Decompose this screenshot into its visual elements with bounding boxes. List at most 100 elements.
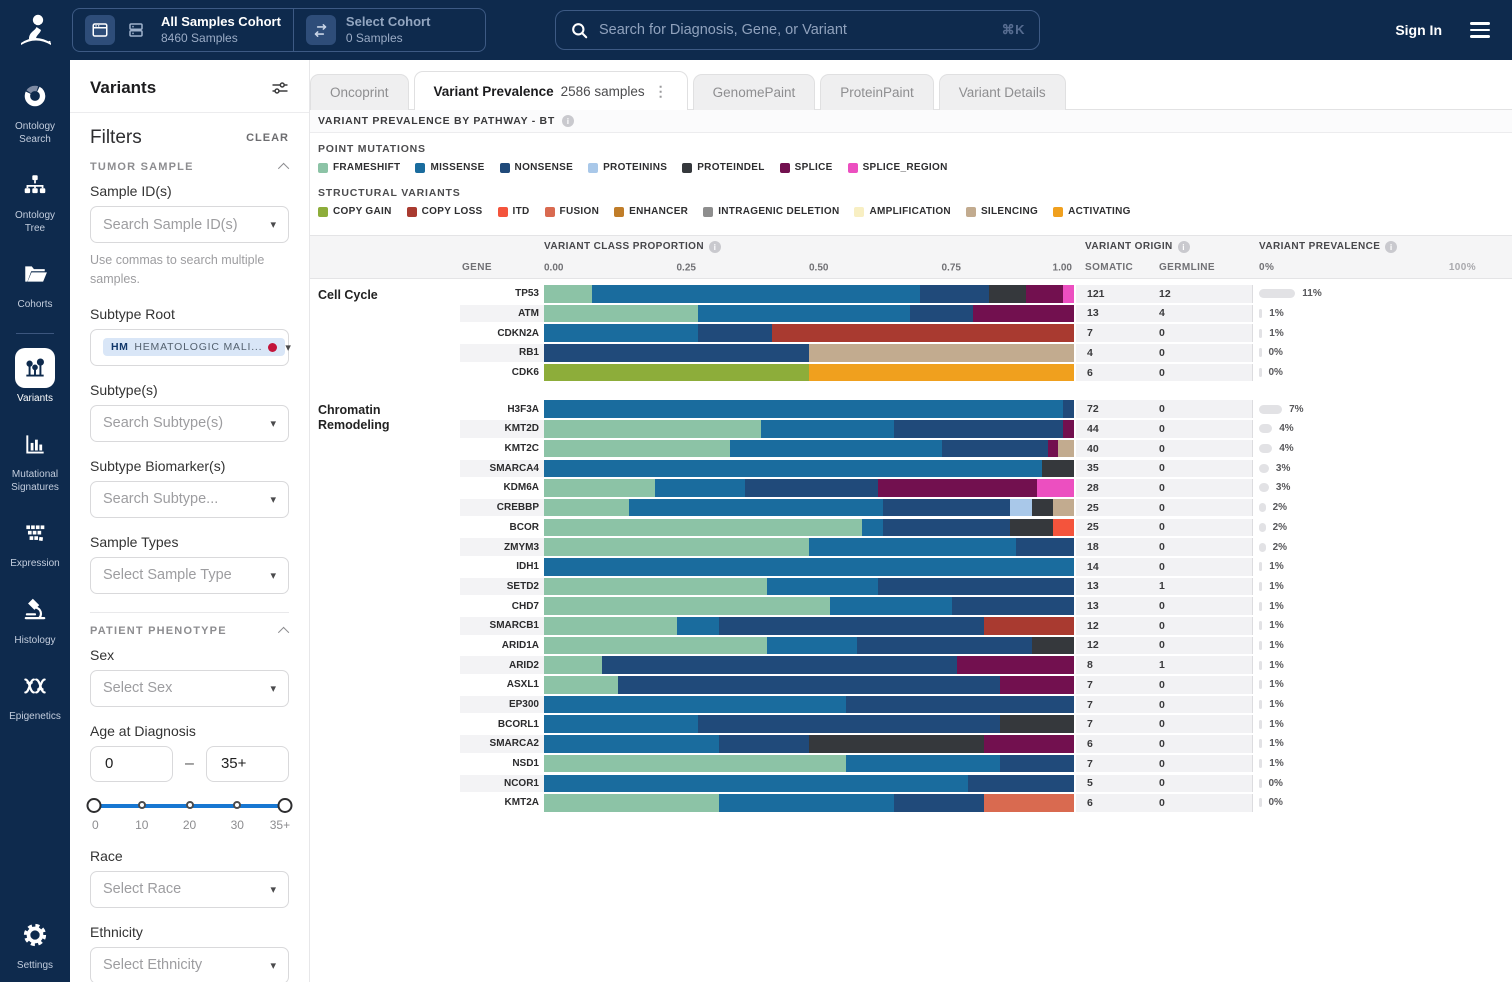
variant-class-bar[interactable] (544, 794, 1074, 812)
variant-class-bar[interactable] (544, 538, 1074, 556)
sidebar-item-settings[interactable]: Settings (0, 915, 70, 973)
sex-select[interactable]: Select Sex ▾ (90, 669, 289, 707)
age-min-input[interactable]: 0 (90, 745, 174, 782)
variant-class-bar[interactable] (544, 695, 1074, 714)
sidebar-item-expression[interactable]: Expression (0, 513, 70, 571)
table-row[interactable]: EP300 7 0 1% (460, 695, 1512, 714)
table-row[interactable]: RB1 4 0 0% (460, 344, 1512, 362)
tab-variant-prevalence[interactable]: Variant Prevalence 2586 samples ⋮ (413, 71, 688, 110)
table-row[interactable]: NSD1 7 0 1% (460, 754, 1512, 773)
sidebar-item-histology[interactable]: Histology (0, 590, 70, 648)
variant-class-bar[interactable] (544, 636, 1074, 655)
table-row[interactable]: ASXL1 7 0 1% (460, 676, 1512, 694)
info-icon[interactable]: i (1177, 240, 1190, 253)
table-row[interactable]: TP53 121 12 11% (460, 285, 1512, 303)
subtype-root-chip[interactable]: HM HEMATOLOGIC MALI... (103, 338, 286, 357)
variant-class-bar[interactable] (544, 557, 1074, 576)
variant-class-bar[interactable] (544, 304, 1074, 323)
table-row[interactable]: ARID2 8 1 1% (460, 656, 1512, 674)
table-row[interactable]: IDH1 14 0 1% (460, 557, 1512, 576)
table-row[interactable]: SMARCA2 6 0 1% (460, 735, 1512, 753)
ethnicity-select[interactable]: Select Ethnicity ▾ (90, 946, 289, 982)
table-row[interactable]: BCOR 25 0 2% (460, 518, 1512, 537)
table-row[interactable]: SMARCA4 35 0 3% (460, 459, 1512, 478)
kebab-menu-icon[interactable]: ⋮ (653, 82, 668, 99)
tab-proteinpaint[interactable]: ProteinPaint (820, 74, 934, 110)
age-max-input[interactable]: 35+ (205, 745, 289, 782)
cohort-grid-view-button[interactable] (85, 15, 115, 45)
sidebar-item-ontology-tree[interactable]: Ontology Tree (0, 165, 70, 235)
table-row[interactable]: KDM6A 28 0 3% (460, 479, 1512, 497)
variant-class-bar[interactable] (544, 597, 1074, 615)
table-row[interactable]: BCORL1 7 0 1% (460, 715, 1512, 734)
subtype-root-select[interactable]: HM HEMATOLOGIC MALI... ▾ (90, 328, 291, 366)
sample-ids-input[interactable]: Search Sample ID(s) ▾ (90, 206, 289, 243)
info-icon[interactable]: i (708, 240, 721, 253)
chip-remove-dot[interactable] (268, 342, 278, 352)
age-range-slider[interactable] (86, 797, 293, 814)
table-row[interactable]: KMT2A 6 0 0% (460, 794, 1512, 812)
variant-class-bar[interactable] (544, 774, 1074, 793)
variant-class-bar[interactable] (544, 518, 1074, 537)
table-row[interactable]: CREBBP 25 0 2% (460, 498, 1512, 517)
table-row[interactable]: H3F3A 72 0 7% (460, 400, 1512, 419)
variant-class-bar[interactable] (544, 285, 1074, 303)
swap-cohort-button[interactable] (305, 15, 336, 45)
tab-genomepaint[interactable]: GenomePaint (692, 74, 816, 110)
variant-class-bar[interactable] (544, 479, 1074, 497)
variant-class-bar[interactable] (544, 617, 1074, 635)
variant-class-bar[interactable] (544, 363, 1074, 382)
variant-class-bar[interactable] (544, 735, 1074, 753)
tab-variant-details[interactable]: Variant Details (938, 74, 1066, 110)
secondary-cohort[interactable]: Select Cohort 0 Samples (292, 9, 485, 51)
stjude-logo[interactable] (0, 12, 72, 48)
sidebar-item-epigenetics[interactable]: Epigenetics (0, 666, 70, 724)
table-row[interactable]: ATM 13 4 1% (460, 304, 1512, 323)
variant-class-bar[interactable] (544, 656, 1074, 674)
sample-types-select[interactable]: Select Sample Type ▾ (90, 556, 289, 594)
race-select[interactable]: Select Race ▾ (90, 870, 289, 908)
variant-class-bar[interactable] (544, 498, 1074, 517)
sidebar-item-mutational-signatures[interactable]: Mutational Signatures (0, 424, 70, 494)
table-row[interactable]: NCOR1 5 0 0% (460, 774, 1512, 793)
table-row[interactable]: CDK6 6 0 0% (460, 363, 1512, 382)
sidebar-item-variants[interactable]: Variants (0, 347, 70, 406)
variant-class-bar[interactable] (544, 715, 1074, 734)
info-icon[interactable]: i (561, 115, 574, 127)
table-row[interactable]: KMT2C 40 0 4% (460, 439, 1512, 458)
variant-class-bar[interactable] (544, 324, 1074, 342)
variant-class-bar[interactable] (544, 676, 1074, 694)
table-row[interactable]: CDKN2A 7 0 1% (460, 324, 1512, 342)
table-row[interactable]: ZMYM3 18 0 2% (460, 538, 1512, 556)
active-cohort[interactable]: All Samples Cohort 8460 Samples (73, 9, 293, 51)
filter-sliders-icon[interactable] (271, 80, 289, 96)
variant-class-bar[interactable] (544, 420, 1074, 438)
variant-class-bar[interactable] (544, 754, 1074, 773)
variant-class-bar[interactable] (544, 400, 1074, 419)
table-row[interactable]: SMARCB1 12 0 1% (460, 617, 1512, 635)
cohort-list-view-button[interactable] (121, 15, 151, 45)
sidebar-item-ontology-search[interactable]: Ontology Search (0, 76, 70, 146)
slider-max-handle[interactable] (277, 797, 293, 813)
hamburger-menu-icon[interactable] (1470, 22, 1490, 38)
patient-phenotype-section-header[interactable]: PATIENT PHENOTYPE (90, 625, 290, 638)
sign-in-button[interactable]: Sign In (1395, 22, 1442, 38)
subtypes-input[interactable]: Search Subtype(s) ▾ (90, 404, 289, 442)
info-icon[interactable]: i (1385, 240, 1398, 253)
clear-filters-button[interactable]: CLEAR (246, 132, 289, 144)
tumor-sample-section-header[interactable]: TUMOR SAMPLE (90, 161, 290, 175)
tab-oncoprint[interactable]: Oncoprint (310, 74, 409, 110)
table-row[interactable]: KMT2D 44 0 4% (460, 420, 1512, 438)
variant-class-bar[interactable] (544, 459, 1074, 478)
table-row[interactable]: SETD2 13 1 1% (460, 577, 1512, 596)
table-row[interactable]: CHD7 13 0 1% (460, 597, 1512, 615)
slider-min-handle[interactable] (86, 797, 102, 813)
sidebar-item-cohorts[interactable]: Cohorts (0, 254, 70, 312)
variant-class-bar[interactable] (544, 439, 1074, 458)
somatic-count: 121 (1076, 285, 1148, 303)
table-row[interactable]: ARID1A 12 0 1% (460, 636, 1512, 655)
variant-class-bar[interactable] (544, 577, 1074, 596)
subtype-biomarkers-input[interactable]: Search Subtype... ▾ (90, 480, 289, 518)
global-search-input[interactable]: Search for Diagnosis, Gene, or Variant ⌘… (555, 10, 1040, 50)
variant-class-bar[interactable] (544, 344, 1074, 362)
